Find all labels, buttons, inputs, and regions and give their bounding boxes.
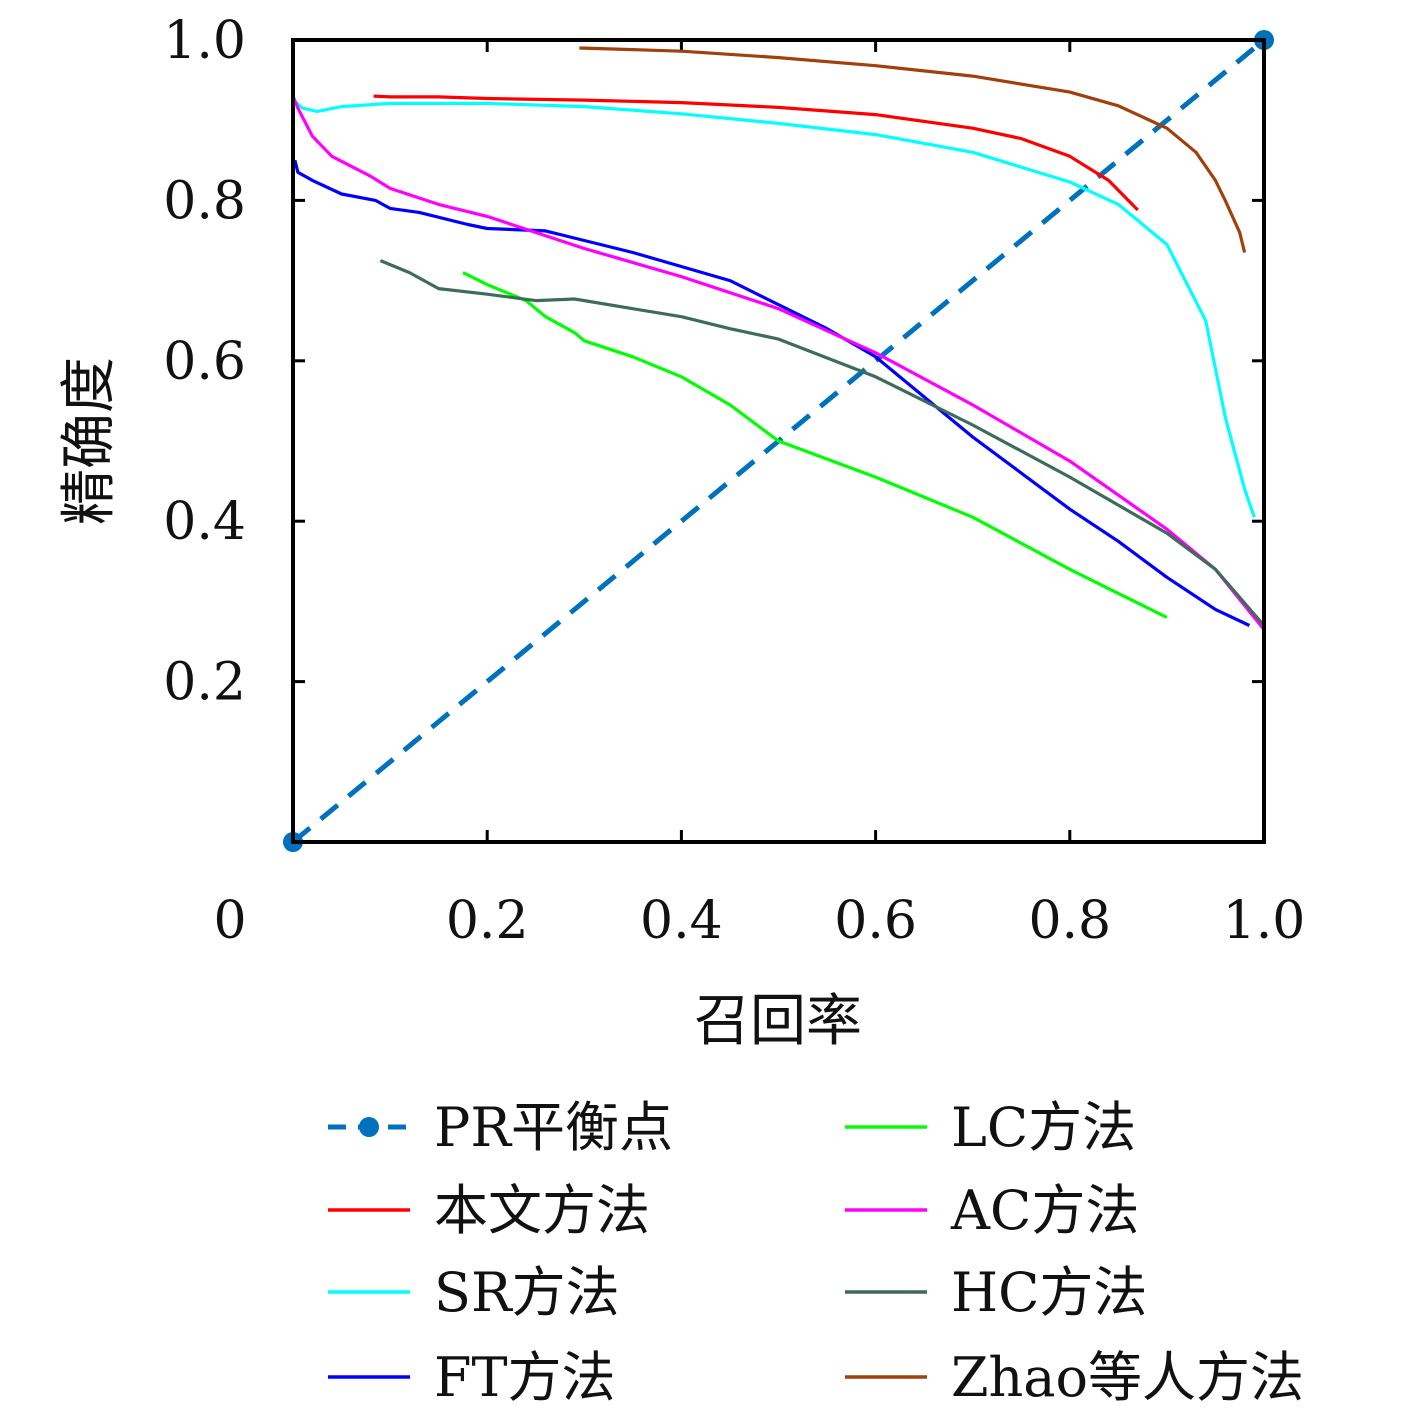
x-tick-label: 0.8 (1028, 891, 1111, 951)
series-line-3 (293, 159, 1251, 627)
series-line-6 (379, 259, 1266, 627)
x-tick-label: 0.4 (640, 891, 723, 951)
x-tick-label: 0 (213, 891, 246, 951)
legend-label-0: PR平衡点 (434, 1096, 673, 1159)
legend-label-3: FT方法 (434, 1346, 616, 1409)
legend-marker-0 (359, 1117, 379, 1137)
series-line-2 (291, 98, 1256, 518)
legend-label-4: LC方法 (951, 1096, 1136, 1159)
legend-label-5: AC方法 (950, 1179, 1139, 1242)
series-line-1 (373, 94, 1139, 212)
x-axis-title: 召回率 (694, 989, 862, 1054)
y-tick-label: 0.2 (163, 653, 246, 713)
legend-label-2: SR方法 (434, 1261, 620, 1324)
legend-label-6: HC方法 (951, 1261, 1147, 1324)
plot-frame (291, 38, 1266, 844)
series-line-5 (291, 95, 1266, 631)
y-axis-title: 精确度 (57, 357, 122, 525)
y-tick-label: 0.6 (163, 332, 246, 392)
y-tick-label: 1.0 (163, 11, 246, 71)
tick-labels: 0 0.2 0.4 0.6 0.8 1.0 0.2 0.4 0.6 0.8 1.0 (163, 11, 1305, 951)
y-tick-label: 0.4 (163, 492, 246, 552)
y-tick-label: 0.8 (163, 171, 246, 231)
x-tick-label: 0.2 (446, 891, 529, 951)
x-tick-label: 1.0 (1223, 891, 1306, 951)
series-lines (283, 30, 1274, 852)
series-line-7 (579, 46, 1247, 253)
x-tick-label: 0.6 (834, 891, 917, 951)
legend-label-1: 本文方法 (434, 1179, 650, 1242)
legend-label-7: Zhao等人方法 (951, 1346, 1304, 1409)
series-line-4 (462, 271, 1168, 619)
